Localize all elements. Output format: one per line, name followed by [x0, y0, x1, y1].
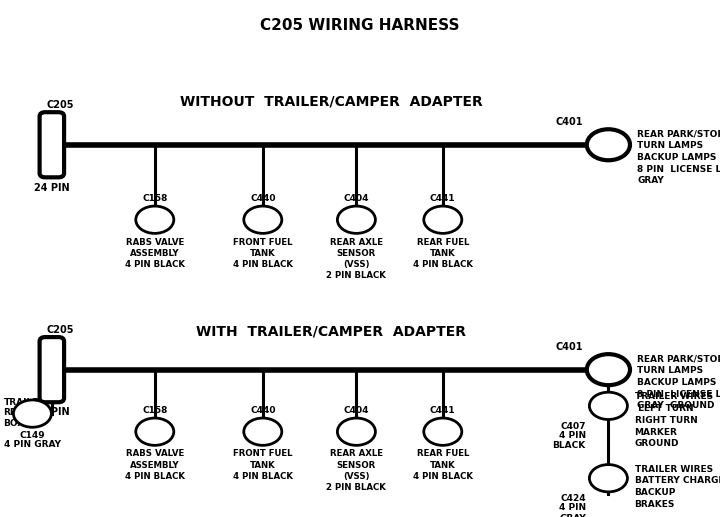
Text: C407: C407	[560, 422, 586, 431]
Text: C205 WIRING HARNESS: C205 WIRING HARNESS	[260, 18, 460, 33]
Text: C440: C440	[250, 406, 276, 416]
Circle shape	[424, 418, 462, 445]
Circle shape	[136, 418, 174, 445]
Text: C401: C401	[556, 342, 583, 352]
Circle shape	[424, 206, 462, 233]
Circle shape	[338, 418, 375, 445]
Text: FRONT FUEL
TANK
4 PIN BLACK: FRONT FUEL TANK 4 PIN BLACK	[233, 237, 293, 269]
Text: 24 PIN: 24 PIN	[34, 407, 70, 417]
Text: REAR FUEL
TANK
4 PIN BLACK: REAR FUEL TANK 4 PIN BLACK	[413, 237, 473, 269]
Text: TRAILER WIRES
BATTERY CHARGE
BACKUP
BRAKES: TRAILER WIRES BATTERY CHARGE BACKUP BRAK…	[634, 465, 720, 509]
Text: C158: C158	[142, 406, 168, 416]
Text: RABS VALVE
ASSEMBLY
4 PIN BLACK: RABS VALVE ASSEMBLY 4 PIN BLACK	[125, 449, 185, 481]
Text: WITH  TRAILER/CAMPER  ADAPTER: WITH TRAILER/CAMPER ADAPTER	[196, 325, 467, 339]
Text: TRAILER WIRES
 LEFT TURN
RIGHT TURN
MARKER
GROUND: TRAILER WIRES LEFT TURN RIGHT TURN MARKE…	[634, 392, 713, 448]
Circle shape	[590, 392, 627, 419]
Text: REAR AXLE
SENSOR
(VSS)
2 PIN BLACK: REAR AXLE SENSOR (VSS) 2 PIN BLACK	[326, 237, 387, 280]
Text: TRAILER
RELAY
BOX: TRAILER RELAY BOX	[4, 398, 46, 428]
Text: 24 PIN: 24 PIN	[34, 183, 70, 192]
Text: C440: C440	[250, 194, 276, 204]
FancyBboxPatch shape	[40, 337, 64, 402]
Text: C158: C158	[142, 194, 168, 204]
Text: C205: C205	[46, 325, 73, 335]
Text: 4 PIN
BLACK: 4 PIN BLACK	[552, 431, 586, 450]
Circle shape	[136, 206, 174, 233]
Text: C401: C401	[556, 117, 583, 127]
Text: C441: C441	[430, 194, 456, 204]
Circle shape	[587, 129, 630, 160]
Text: C441: C441	[430, 406, 456, 416]
Text: C205: C205	[46, 100, 73, 110]
Text: C149: C149	[19, 431, 45, 440]
Text: 4 PIN
GRAY: 4 PIN GRAY	[559, 503, 586, 517]
Circle shape	[590, 465, 627, 492]
Text: C404: C404	[343, 194, 369, 204]
Text: REAR PARK/STOP
TURN LAMPS
BACKUP LAMPS
8 PIN  LICENSE LAMPS
GRAY  GROUND: REAR PARK/STOP TURN LAMPS BACKUP LAMPS 8…	[637, 354, 720, 410]
Circle shape	[244, 206, 282, 233]
Text: C424: C424	[560, 494, 586, 504]
Circle shape	[244, 418, 282, 445]
Text: C404: C404	[343, 406, 369, 416]
Text: FRONT FUEL
TANK
4 PIN BLACK: FRONT FUEL TANK 4 PIN BLACK	[233, 449, 293, 481]
Text: RABS VALVE
ASSEMBLY
4 PIN BLACK: RABS VALVE ASSEMBLY 4 PIN BLACK	[125, 237, 185, 269]
Circle shape	[338, 206, 375, 233]
Text: 4 PIN GRAY: 4 PIN GRAY	[4, 440, 61, 449]
Circle shape	[14, 400, 51, 427]
Text: REAR AXLE
SENSOR
(VSS)
2 PIN BLACK: REAR AXLE SENSOR (VSS) 2 PIN BLACK	[326, 449, 387, 492]
Text: REAR PARK/STOP
TURN LAMPS
BACKUP LAMPS
8 PIN  LICENSE LAMPS
GRAY: REAR PARK/STOP TURN LAMPS BACKUP LAMPS 8…	[637, 129, 720, 186]
Circle shape	[587, 354, 630, 385]
Text: REAR FUEL
TANK
4 PIN BLACK: REAR FUEL TANK 4 PIN BLACK	[413, 449, 473, 481]
Text: WITHOUT  TRAILER/CAMPER  ADAPTER: WITHOUT TRAILER/CAMPER ADAPTER	[180, 95, 482, 109]
FancyBboxPatch shape	[40, 112, 64, 177]
